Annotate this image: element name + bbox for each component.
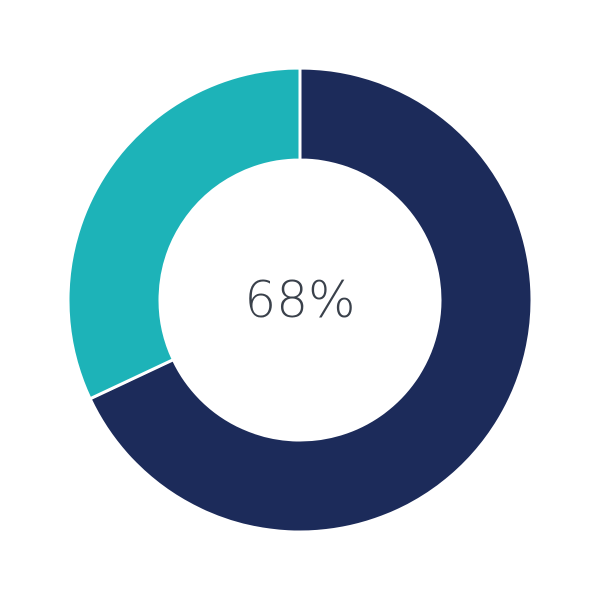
donut-slice-2 (66, 66, 302, 401)
donut-slice-1 (88, 66, 534, 534)
